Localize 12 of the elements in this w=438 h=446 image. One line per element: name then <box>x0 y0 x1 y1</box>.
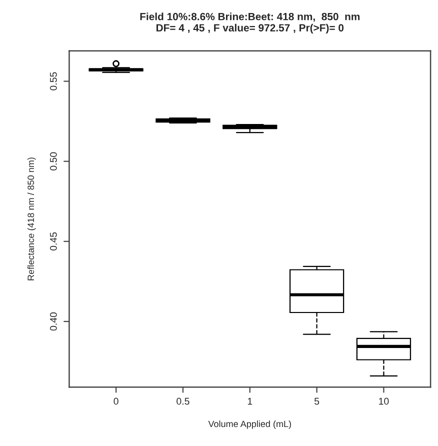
x-tick-label: 10 <box>379 398 389 405</box>
y-tick-label: 0.40 <box>50 312 57 331</box>
y-axis-title: Reflectance (418 nm / 850 nm) <box>27 158 36 280</box>
x-tick-label: 1 <box>248 398 252 405</box>
x-axis-title: Volume Applied (mL) <box>208 420 291 429</box>
chart-title: Field 10%:8.6% Brine:Beet: 418 nm, 850 nm DF= 4 , 45 , F value= 972.57 , Pr(>F)= 0 <box>140 12 360 34</box>
x-tick-label: 5 <box>314 398 320 405</box>
x-tick-label: 0.5 <box>176 398 190 405</box>
y-tick-label: 0.45 <box>50 232 57 250</box>
y-tick-label: 0.50 <box>50 152 57 170</box>
y-tick-label: 0.55 <box>50 72 57 90</box>
x-tick-label: 0 <box>114 398 118 405</box>
